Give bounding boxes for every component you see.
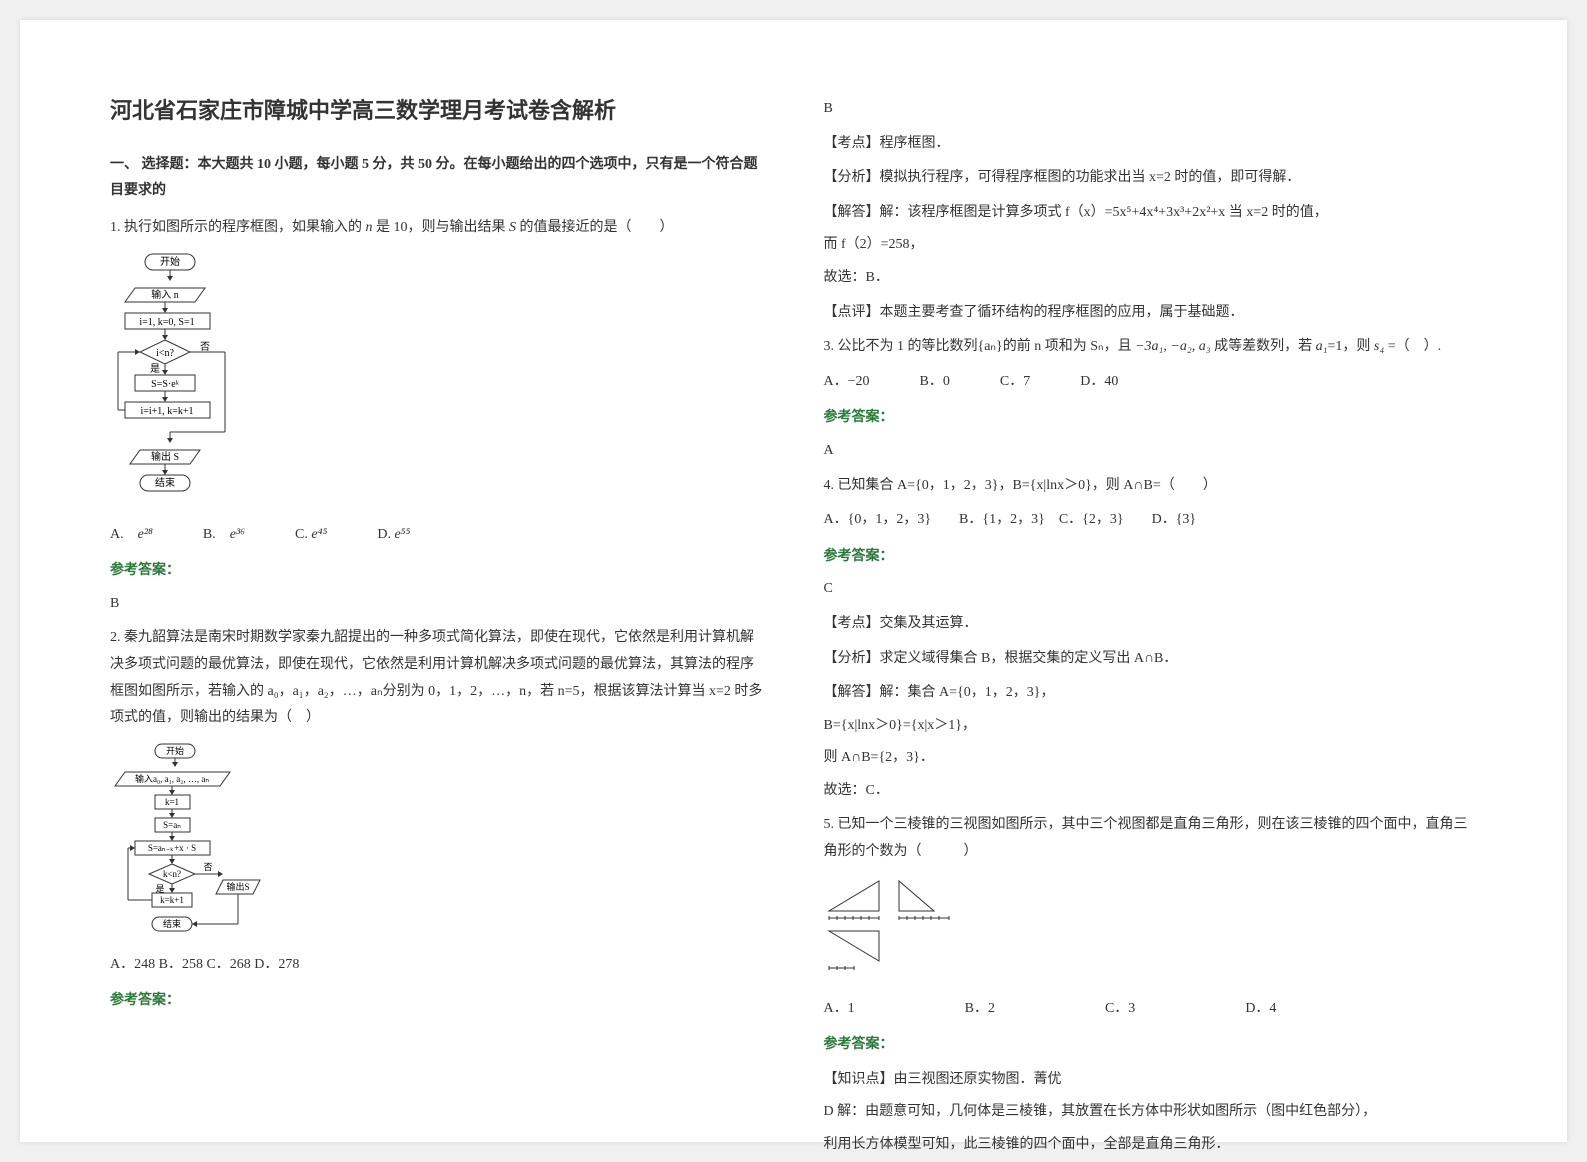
q3-answer-label: 参考答案：	[824, 403, 1478, 430]
q1-text-b: 是 10，则与输出结果	[373, 220, 510, 235]
q4-answer: C	[824, 576, 1478, 603]
q2-answer: B	[824, 96, 1478, 123]
q4-kd: 【考点】交集及其运算．	[824, 609, 1478, 638]
q5-three-views	[824, 876, 1478, 986]
q1-opt-d: D. e⁵⁵	[377, 522, 410, 549]
q1-var-n: n	[366, 220, 373, 235]
fc2-s0: S=aₙ	[163, 820, 181, 830]
q5-opt-c: C．3	[1105, 996, 1135, 1023]
fc-step2: i=i+1, k=k+1	[140, 406, 193, 417]
page-title: 河北省石家庄市障城中学高三数学理月考试卷含解析	[110, 90, 764, 132]
q5-ans-pre: D 解：由题意可知，几何体是三棱锥，其放置在长方体中形状如图所示（图中红色部分）…	[824, 1099, 1478, 1126]
q1-answer-label: 参考答案：	[110, 556, 764, 583]
fc-end: 结束	[155, 476, 175, 489]
q3-opt-c: C．7	[1000, 369, 1030, 396]
q3-options: A．−20 B．0 C．7 D．40	[824, 369, 1478, 396]
q5-l2: 利用长方体模型可知，此三棱锥的四个面中，全部是直角三角形．	[824, 1132, 1478, 1159]
q2-fx: 【分析】模拟执行程序，可得程序框图的功能求出当 x=2 时的值，即可得解．	[824, 163, 1478, 192]
q3-answer: A	[824, 438, 1478, 465]
q5-opt-a: A．1	[824, 996, 855, 1023]
fc-yes: 是	[150, 363, 160, 375]
fc-output: 输出 S	[151, 450, 179, 463]
fc-input: 输入 n	[151, 288, 179, 301]
q2-options: A．248 B．258 C．268 D．278	[110, 952, 764, 979]
fc-init: i=1, k=0, S=1	[139, 317, 194, 328]
q5-text: 5. 已知一个三棱锥的三视图如图所示，其中三个视图都是直角三角形，则在该三棱锥的…	[824, 812, 1478, 865]
fc2-cond: k<n?	[163, 869, 181, 879]
fc-no: 否	[200, 341, 210, 353]
q1-flowchart: 开始 输入 n i=1, k=0, S=1 i<n? 否 是 S=S·eᵏ i=…	[110, 252, 764, 512]
q5-opt-d: D．4	[1245, 996, 1276, 1023]
fc2-step: S=aₙ₋ₖ+x · S	[148, 843, 196, 853]
q5-zsd: 【知识点】由三视图还原实物图．菁优	[824, 1065, 1478, 1094]
q5-answer-label: 参考答案：	[824, 1030, 1478, 1057]
right-column: B 【考点】程序框图． 【分析】模拟执行程序，可得程序框图的功能求出当 x=2 …	[824, 90, 1478, 1072]
fc2-input: 输入a₀, a₁, a₂, …, aₙ	[135, 773, 209, 784]
q2-jd: 【解答】解：该程序框图是计算多项式 f（x）=5x⁵+4x⁴+3x³+2x²+x…	[824, 198, 1478, 227]
fc2-init: k=1	[165, 797, 179, 807]
q1-opt-b: B. e³⁶	[203, 522, 245, 549]
q2-flowchart: 开始 输入a₀, a₁, a₂, …, aₙ k=1 S=aₙ S=aₙ₋ₖ+x…	[110, 742, 764, 942]
q4-l4: 故选：C．	[824, 778, 1478, 805]
q3-opt-d: D．40	[1080, 369, 1118, 396]
q1-answer: B	[110, 591, 764, 618]
q5-opt-b: B．2	[965, 996, 995, 1023]
fc2-output: 输出S	[226, 881, 249, 892]
fc-step1: S=S·eᵏ	[151, 379, 180, 390]
q2-text: 2. 秦九韶算法是南宋时期数学家秦九韶提出的一种多项式简化算法，即使在现代，它依…	[110, 625, 764, 731]
fc2-start: 开始	[166, 745, 184, 756]
q3-opt-b: B．0	[920, 369, 950, 396]
q1-opt-a: A. e²⁸	[110, 522, 153, 549]
q4-answer-label: 参考答案：	[824, 542, 1478, 569]
q1-options: A. e²⁸ B. e³⁶ C. e⁴⁵ D. e⁵⁵	[110, 522, 764, 549]
exam-page: 河北省石家庄市障城中学高三数学理月考试卷含解析 一、 选择题：本大题共 10 小…	[20, 20, 1567, 1142]
q1-text: 1. 执行如图所示的程序框图，如果输入的 n 是 10，则与输出结果 S 的值最…	[110, 215, 764, 242]
q4-jd: 【解答】解：集合 A={0，1，2，3}，	[824, 678, 1478, 707]
fc2-inc: k=k+1	[160, 895, 184, 905]
q2-l3: 故选：B．	[824, 265, 1478, 292]
q2-answer-label: 参考答案：	[110, 986, 764, 1013]
q4-l2: B={x|lnx＞0}={x|x＞1}，	[824, 713, 1478, 740]
fc-cond: i<n?	[156, 348, 174, 359]
q4-text: 4. 已知集合 A={0，1，2，3}，B={x|lnx＞0}，则 A∩B=（ …	[824, 473, 1478, 500]
q1-text-a: 1. 执行如图所示的程序框图，如果输入的	[110, 220, 366, 235]
q2-dp: 【点评】本题主要考查了循环结构的程序框图的应用，属于基础题．	[824, 298, 1478, 327]
fc2-end: 结束	[163, 918, 181, 929]
q1-text-c: 的值最接近的是（ ）	[516, 220, 674, 235]
fc-start: 开始	[160, 255, 180, 268]
q3-text: 3. 公比不为 1 的等比数列{aₙ}的前 n 项和为 Sₙ，且 −3a₁, −…	[824, 334, 1478, 361]
q4-l3: 则 A∩B={2，3}．	[824, 745, 1478, 772]
q4-options: A．{0，1，2，3} B．{1，2，3} C．{2，3} D．{3}	[824, 507, 1478, 534]
fc2-no: 否	[203, 862, 212, 872]
q3-opt-a: A．−20	[824, 369, 870, 396]
q1-opt-c: C. e⁴⁵	[295, 522, 327, 549]
q2-kd: 【考点】程序框图．	[824, 129, 1478, 158]
section-1-header: 一、 选择题：本大题共 10 小题，每小题 5 分，共 50 分。在每小题给出的…	[110, 152, 764, 205]
q1-var-s: S	[509, 220, 516, 235]
q2-l2: 而 f（2）=258，	[824, 232, 1478, 259]
q5-options: A．1 B．2 C．3 D．4	[824, 996, 1478, 1023]
left-column: 河北省石家庄市障城中学高三数学理月考试卷含解析 一、 选择题：本大题共 10 小…	[110, 90, 764, 1072]
q4-fx: 【分析】求定义域得集合 B，根据交集的定义写出 A∩B．	[824, 644, 1478, 673]
